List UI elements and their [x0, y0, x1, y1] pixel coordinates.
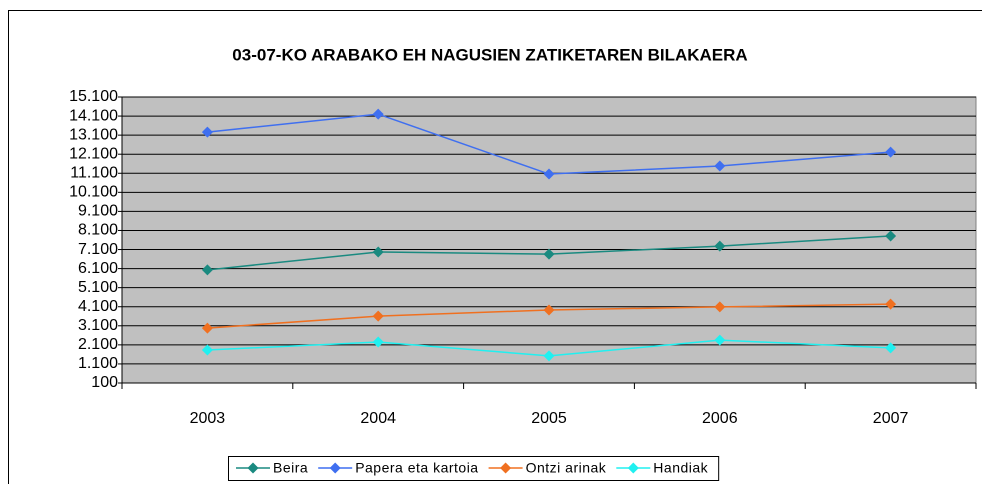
y-tick-label: 6.100 — [78, 260, 118, 277]
y-tick-label: 2.100 — [78, 336, 118, 353]
point-marker — [372, 246, 384, 258]
point-marker — [714, 240, 726, 252]
y-tick-label: 13.100 — [69, 126, 118, 143]
y-tick-label: 11.100 — [70, 164, 118, 181]
x-tick-label: 2004 — [360, 410, 396, 427]
y-tick-label: 12.100 — [69, 145, 118, 162]
point-marker — [372, 336, 384, 348]
y-tick-label: 9.100 — [78, 203, 118, 220]
legend-label: Papera eta kartoia — [355, 460, 478, 476]
chart-title: 03-07-KO ARABAKO EH NAGUSIEN ZATIKETAREN… — [232, 45, 747, 64]
legend-marker — [500, 462, 512, 474]
legend-marker — [247, 462, 259, 474]
point-marker — [201, 264, 213, 276]
point-marker — [543, 304, 555, 316]
point-marker — [543, 350, 555, 362]
legend-marker — [627, 462, 639, 474]
point-marker — [885, 342, 897, 354]
plot-area — [121, 96, 977, 384]
point-marker — [714, 301, 726, 313]
y-tick-label: 5.100 — [78, 279, 118, 296]
y-tick-label: 10.100 — [69, 184, 118, 201]
point-marker — [885, 146, 897, 158]
point-marker — [543, 168, 555, 180]
point-marker — [885, 230, 897, 242]
y-tick-label: 8.100 — [78, 222, 118, 239]
point-marker — [372, 108, 384, 120]
point-marker — [714, 160, 726, 172]
y-tick-label: 7.100 — [78, 241, 118, 258]
x-tick-label: 2006 — [702, 410, 738, 427]
point-marker — [372, 310, 384, 322]
point-marker — [714, 334, 726, 346]
legend-label: Handiak — [653, 460, 708, 476]
y-tick-label: 100 — [91, 374, 118, 391]
y-tick-label: 3.100 — [78, 317, 118, 334]
x-tick-label: 2005 — [531, 410, 567, 427]
legend-marker — [329, 462, 341, 474]
point-marker — [201, 126, 213, 138]
y-tick-label: 14.100 — [69, 107, 118, 124]
point-marker — [201, 322, 213, 334]
legend-label: Ontzi arinak — [526, 460, 607, 476]
x-tick-label: 2007 — [873, 410, 909, 427]
x-tick-label: 2003 — [190, 410, 226, 427]
y-tick-label: 1.100 — [78, 355, 118, 372]
point-marker — [543, 248, 555, 260]
legend-label: Beira — [273, 460, 308, 476]
point-marker — [201, 344, 213, 356]
y-tick-label: 4.100 — [78, 298, 118, 315]
y-tick-label: 15.100 — [69, 88, 118, 105]
point-marker — [885, 298, 897, 310]
